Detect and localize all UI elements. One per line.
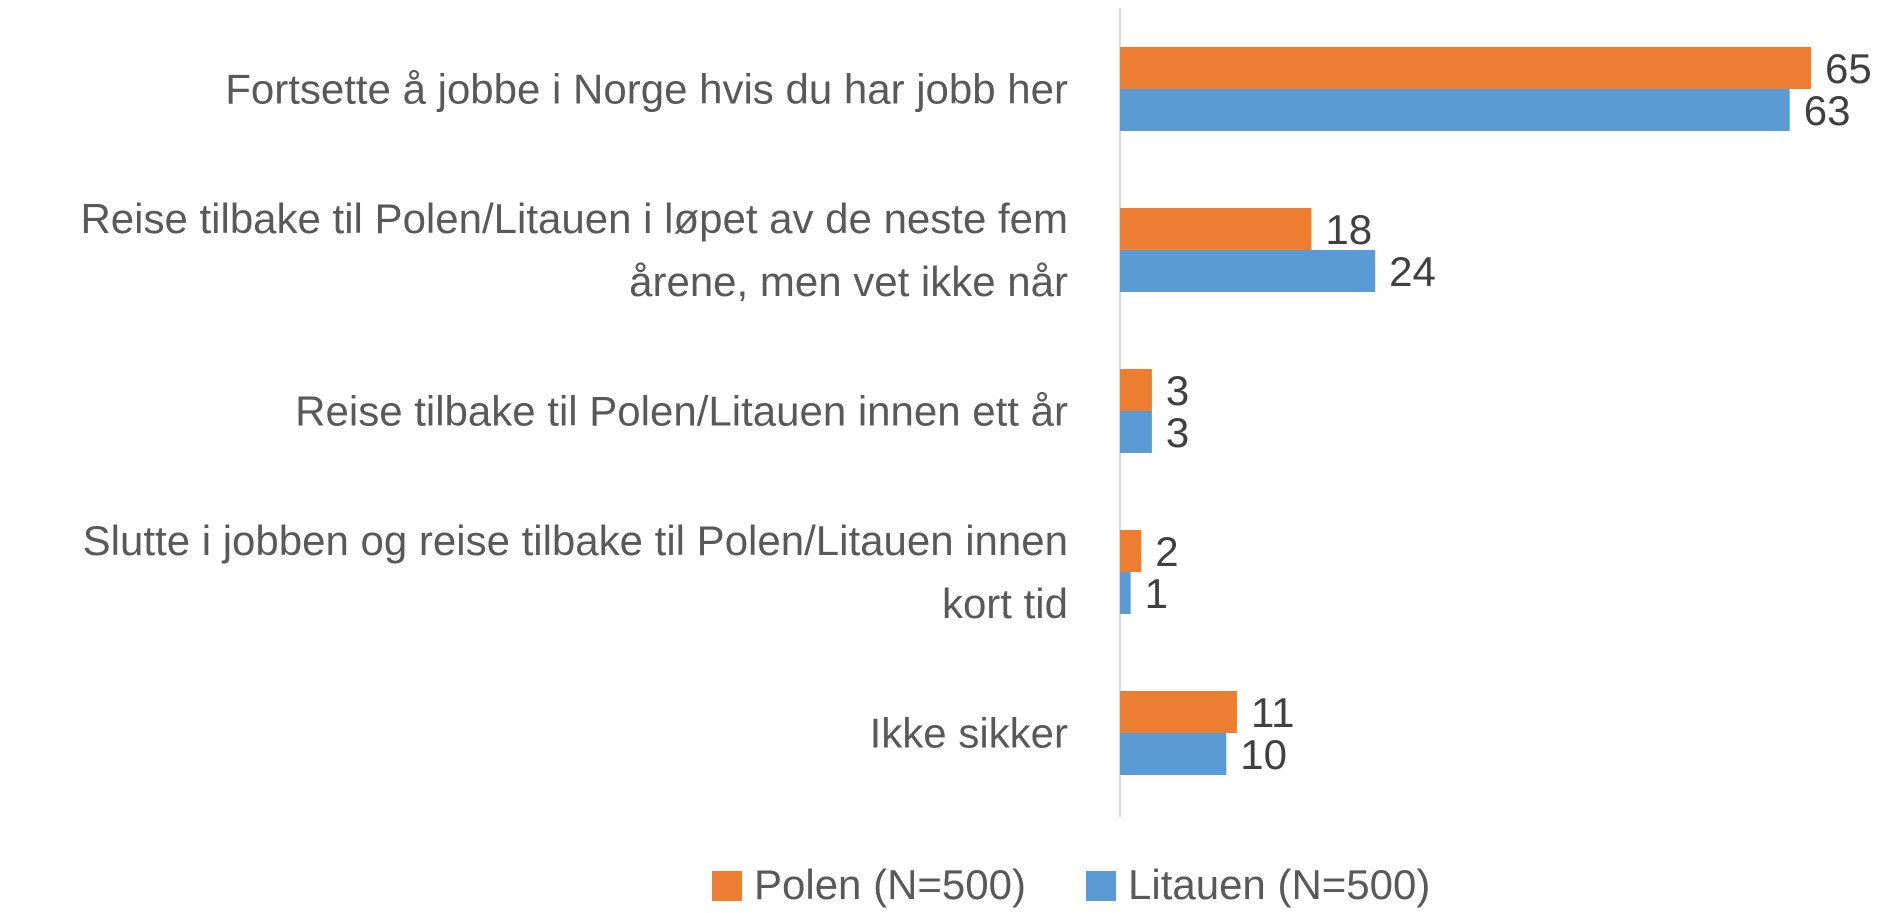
value-label: 11 (1251, 689, 1295, 736)
legend-label: Litauen (N=500) (1128, 861, 1430, 908)
value-label: 24 (1389, 248, 1436, 295)
bar (1120, 691, 1237, 733)
category-label: Fortsette å jobbe i Norge hvis du har jo… (225, 65, 1068, 113)
bar (1120, 369, 1152, 411)
bar (1120, 411, 1152, 453)
category-label: Slutte i jobben og reise tilbake til Pol… (82, 517, 1068, 627)
value-label: 3 (1166, 367, 1189, 414)
value-label: 63 (1804, 87, 1851, 134)
bar (1120, 47, 1811, 89)
value-label: 18 (1325, 206, 1372, 253)
bar (1120, 572, 1131, 614)
legend-swatch (1086, 871, 1116, 901)
value-label: 2 (1155, 528, 1178, 575)
value-label: 1 (1145, 570, 1168, 617)
bar (1120, 208, 1312, 250)
value-label: 3 (1166, 409, 1189, 456)
value-label: 65 (1825, 45, 1872, 92)
category-label: Reise tilbake til Polen/Litauen i løpet … (80, 195, 1068, 305)
category-label: Ikke sikker (869, 709, 1068, 757)
bar (1120, 530, 1142, 572)
bar (1120, 733, 1227, 775)
legend-swatch (712, 871, 742, 901)
value-label: 10 (1240, 731, 1287, 778)
category-label: Reise tilbake til Polen/Litauen innen et… (295, 387, 1068, 435)
legend-label: Polen (N=500) (754, 861, 1026, 908)
bar (1120, 250, 1376, 292)
bar (1120, 89, 1790, 131)
